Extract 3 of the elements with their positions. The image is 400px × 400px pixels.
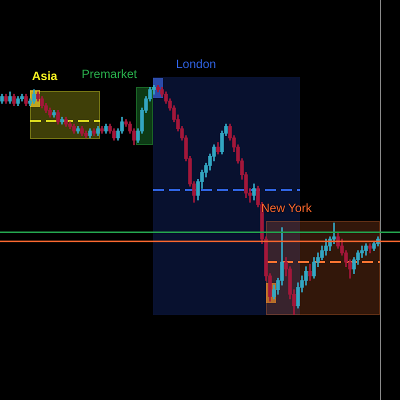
text: London xyxy=(176,56,216,71)
text: Premarket xyxy=(82,67,137,82)
text: Asia xyxy=(32,68,58,83)
